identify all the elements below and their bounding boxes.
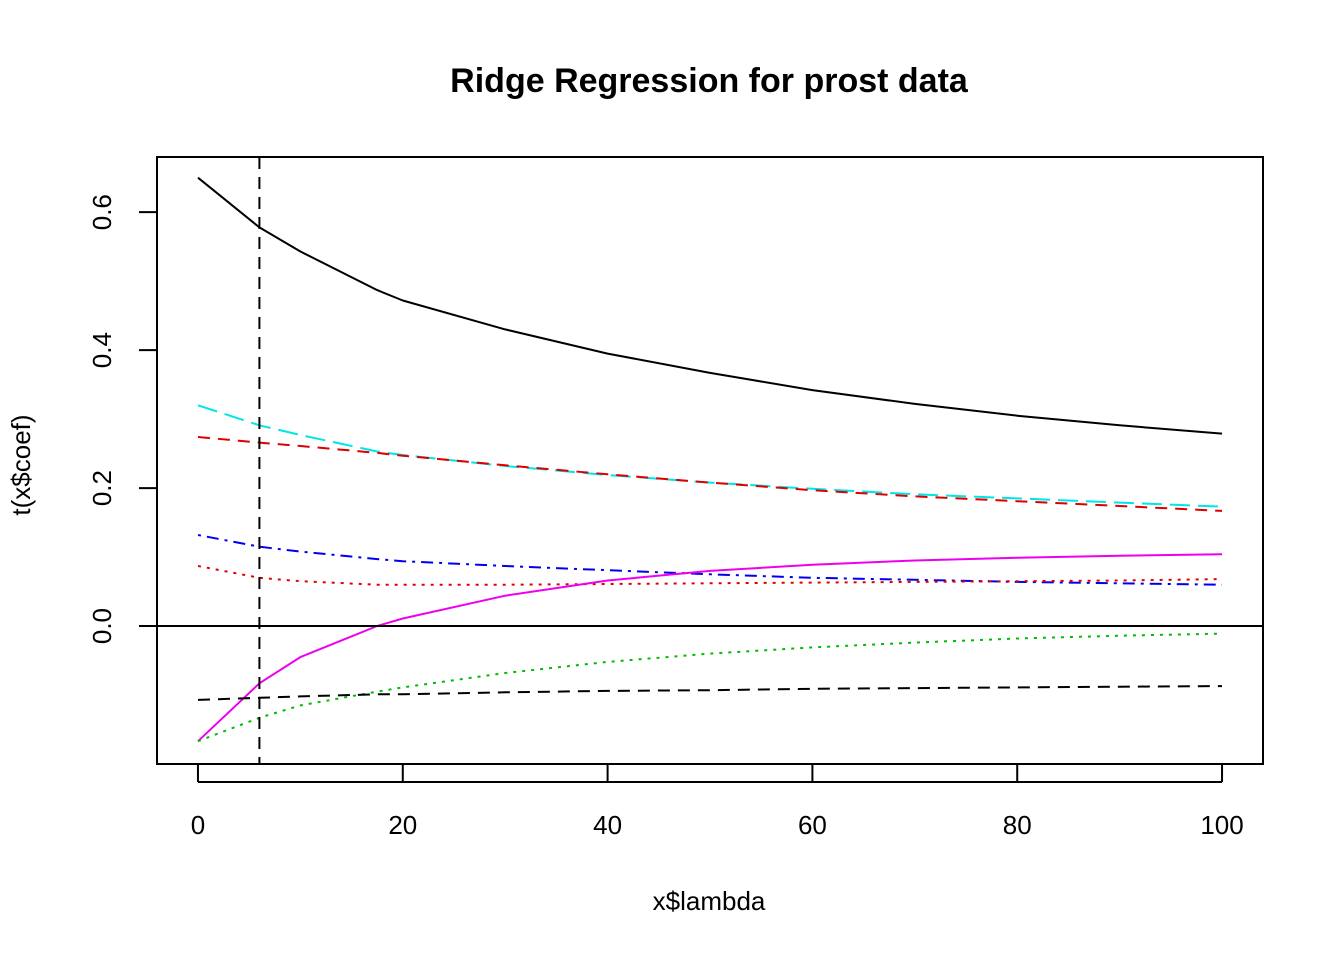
- y-tick-label: 0.0: [87, 608, 117, 644]
- x-tick-label: 100: [1200, 810, 1243, 840]
- x-axis-label: x$lambda: [653, 886, 766, 916]
- x-tick-label: 0: [191, 810, 205, 840]
- plot-frame: [156, 156, 1264, 765]
- series-line-2: [197, 404, 1223, 508]
- series-line-7: [197, 632, 1223, 743]
- y-tick-label: 0.6: [87, 194, 117, 230]
- series-layer: [197, 176, 1223, 743]
- reference-lines: [157, 157, 1263, 764]
- x-tick-label: 20: [388, 810, 417, 840]
- series-line-8: [197, 685, 1223, 701]
- x-axis: 0 20 40 60 80 100: [191, 764, 1244, 840]
- x-tick-label: 60: [798, 810, 827, 840]
- series-line-4: [197, 534, 1223, 586]
- y-tick-label: 0.4: [87, 332, 117, 368]
- series-line-6: [197, 553, 1223, 742]
- y-tick-label: 0.2: [87, 470, 117, 506]
- chart-title: Ridge Regression for prost data: [450, 62, 969, 100]
- series-line-5: [197, 565, 1223, 586]
- y-axis-label: t(x$coef): [6, 414, 36, 515]
- series-line-3: [197, 436, 1223, 512]
- series-line-1: [197, 176, 1223, 435]
- y-axis: 0.0 0.2 0.4 0.6: [87, 194, 158, 644]
- x-tick-label: 80: [1003, 810, 1032, 840]
- x-tick-label: 40: [593, 810, 622, 840]
